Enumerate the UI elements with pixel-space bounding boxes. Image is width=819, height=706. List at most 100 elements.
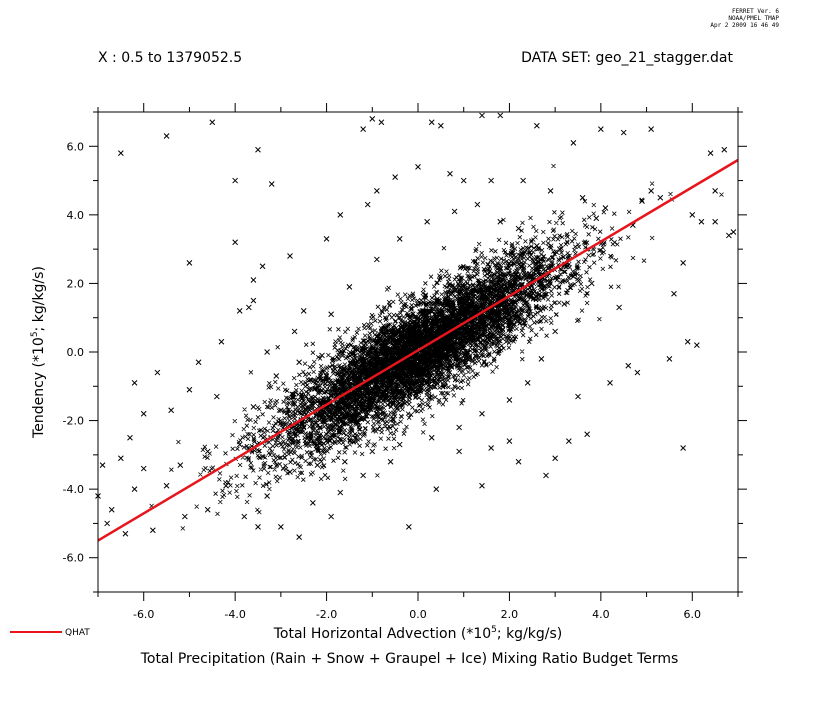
scatter-point <box>506 397 513 403</box>
scatter-point <box>538 356 545 362</box>
scatter-point <box>648 188 654 194</box>
scatter-point <box>524 380 531 386</box>
scatter-point <box>684 338 691 345</box>
x-tick-label: -2.0 <box>316 608 337 621</box>
scatter-point <box>241 513 248 520</box>
scatter-point <box>671 290 677 297</box>
scatter-point <box>255 146 261 153</box>
scatter-point <box>680 445 686 451</box>
x-axis-label: Total Horizontal Advection (*105; kg/kg/… <box>273 625 563 642</box>
points-layer <box>95 112 737 540</box>
y-tick-label: 4.0 <box>67 209 85 222</box>
scatter-point <box>209 119 216 126</box>
scatter-point <box>104 520 110 527</box>
scatter-point <box>259 263 266 270</box>
scatter-point <box>428 119 435 126</box>
scatter-point <box>328 311 334 318</box>
scatter-point <box>497 112 504 119</box>
scatter-point <box>374 188 380 194</box>
scatter-point <box>721 146 728 153</box>
stamp-line: Apr 2 2009 16 46 49 <box>710 22 779 29</box>
scatter-point <box>186 260 193 266</box>
scatter-point <box>406 524 412 530</box>
scatter-point <box>396 441 403 448</box>
y-axis-label: Tendency (*105; kg/kg/s) <box>30 266 47 439</box>
scatter-point <box>369 116 376 122</box>
scatter-point <box>346 284 353 290</box>
x-range-label: X : 0.5 to 1379052.5 <box>98 50 243 66</box>
plot-frame <box>97 111 739 593</box>
scatter-point <box>300 308 307 314</box>
x-tick-label: 6.0 <box>684 608 702 621</box>
scatter-point <box>287 253 293 259</box>
scatter-point <box>479 482 485 489</box>
scatter-point <box>543 472 549 479</box>
y-tick-label: -6.0 <box>63 552 84 565</box>
y-axis-label-part: Tendency (*10 <box>31 337 47 439</box>
scatter-point <box>515 225 522 232</box>
scatter-point <box>250 277 257 283</box>
scatter-point <box>447 170 453 177</box>
scatter-point <box>342 458 348 465</box>
scatter-point <box>579 194 586 201</box>
scatter-point <box>236 441 243 448</box>
scatter-point <box>620 129 627 136</box>
scatter-point <box>214 393 220 400</box>
scatter-point <box>296 534 302 540</box>
x-tick-label: 2.0 <box>501 608 519 621</box>
scatter-point <box>296 359 302 366</box>
fit-line-layer <box>97 158 739 542</box>
scatter-point <box>131 380 138 386</box>
scatter-point <box>694 342 700 348</box>
scatter-point <box>140 410 147 417</box>
scatter-point <box>218 338 225 345</box>
scatter-point <box>415 164 421 170</box>
scatter-point <box>369 448 376 455</box>
scatter-point <box>552 328 558 335</box>
scatter-point <box>607 380 613 386</box>
scatter-point <box>556 246 563 252</box>
y-tick-label: 6.0 <box>67 140 85 153</box>
scatter-point <box>140 465 147 472</box>
x-tick-label: -6.0 <box>133 608 154 621</box>
legend-label-qhat: QHAT <box>65 628 90 638</box>
scatter-point <box>287 469 293 475</box>
scatter-point <box>268 181 275 187</box>
scatter-point <box>648 126 654 132</box>
scatter-point <box>438 122 444 129</box>
scatter-point <box>488 177 494 184</box>
scatter-point <box>154 369 161 376</box>
scatter-point <box>150 527 156 534</box>
scatter-point <box>456 424 462 431</box>
scatter-point <box>602 205 609 211</box>
scatter-point <box>337 212 344 218</box>
chart-title: Total Precipitation (Rain + Snow + Graup… <box>140 651 679 667</box>
scatter-point <box>323 236 330 242</box>
scatter-point <box>118 150 124 156</box>
scatter-point <box>707 150 714 156</box>
scatter-point <box>127 434 133 441</box>
scatter-point <box>223 482 229 489</box>
scatter-point <box>566 438 572 444</box>
qhat-fit-line <box>97 158 739 542</box>
scatter-point <box>433 486 440 492</box>
scatter-point <box>488 445 494 451</box>
scatter-point <box>186 386 193 393</box>
y-tick-label: 0.0 <box>67 346 85 359</box>
scatter-point <box>497 218 504 225</box>
x-axis-label-part: ; kg/kg/s) <box>497 626 562 642</box>
scatter-point <box>232 239 238 246</box>
scatter-point <box>547 188 554 194</box>
scatter-point <box>584 431 590 438</box>
x-tick-label: 4.0 <box>592 608 610 621</box>
scatter-point <box>534 122 540 129</box>
stamp-line: FERRET Ver. 6 <box>732 8 779 15</box>
scatter-point <box>625 362 632 369</box>
scatter-point <box>310 500 316 506</box>
scatter-point <box>232 177 238 184</box>
y-axis-label-exponent: 5 <box>30 331 40 337</box>
scatter-point <box>204 506 211 513</box>
scatter-point <box>177 462 184 468</box>
scatter-point <box>639 198 645 204</box>
scatter-point <box>657 194 664 201</box>
